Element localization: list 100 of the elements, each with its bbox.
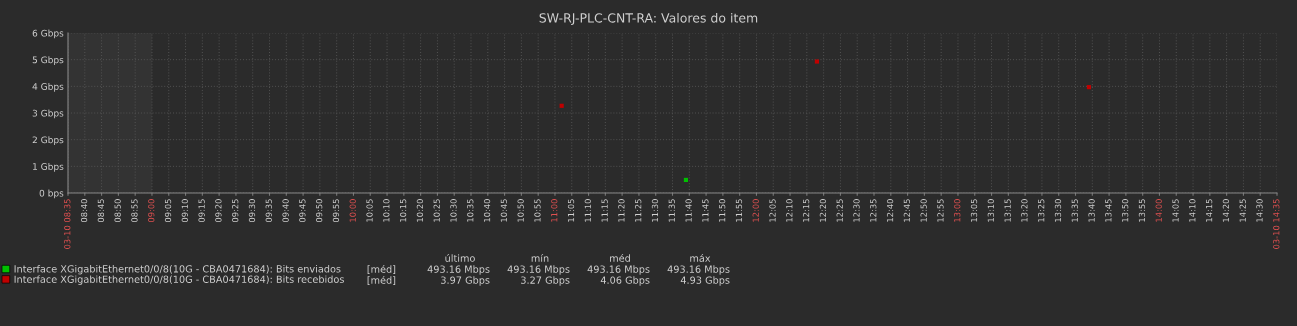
x-tick-label: 09:15 [198, 199, 205, 223]
x-tick-label: 12:45 [903, 199, 911, 222]
x-tick-label: 09:20 [215, 199, 222, 223]
x-tick-label: 08:55 [131, 199, 138, 223]
x-tick-label: 13:10 [987, 199, 994, 222]
x-tick-label: 11:15 [601, 199, 608, 222]
text: méd [610, 253, 630, 262]
text: máx [690, 253, 711, 262]
x-tick-label: 13:30 [1054, 199, 1062, 222]
y-tick-label: 3 Gbps [32, 109, 64, 119]
point [1086, 85, 1092, 90]
x-tick-label: 10:15 [399, 199, 407, 222]
x-tick-label: 10:10 [383, 199, 390, 222]
x-tick-label: 03-10 14:35 [1273, 199, 1280, 249]
y-tick-label: 1 Gbps [33, 162, 64, 172]
x-tick-label: 11:30 [651, 199, 659, 222]
x-tick-label: 12:30 [853, 199, 860, 222]
x-tick-label: 09:50 [315, 199, 323, 223]
x-tick-label: 14:30 [1256, 199, 1263, 222]
x-tick-label: 12:55 [937, 199, 944, 222]
chart-title: SW-RJ-PLC-CNT-RA: Valores do item [539, 12, 758, 25]
x-tick-label: 09:40 [282, 199, 289, 223]
text: 493.16 Mbps [427, 265, 490, 275]
x-tick-label: 13:40 [1088, 199, 1095, 222]
x-tick-label: 13:15 [1004, 199, 1011, 222]
x-tick-label: 12:10 [786, 199, 793, 222]
text: [méd] [367, 264, 396, 274]
x-tick-label: 14:15 [1206, 199, 1213, 222]
x-tick-label: 09:55 [332, 199, 340, 223]
x-tick-label: 10:55 [534, 199, 541, 222]
x-tick-label: 11:40 [685, 199, 692, 222]
x-tick-label: 14:05 [1172, 199, 1179, 222]
x-tick-label: 13:25 [1038, 199, 1045, 222]
x-tick-label: 10:20 [416, 199, 424, 222]
x-tick-label: 10:05 [366, 199, 373, 222]
x-tick-label: 12:05 [769, 199, 776, 222]
x-tick-label: 12:35 [870, 199, 877, 222]
point [559, 103, 564, 108]
text: 4.06 Gbps [600, 276, 650, 286]
x-tick-label: 12:40 [886, 199, 894, 222]
x-tick-label: 11:45 [702, 199, 709, 222]
x-tick-label: 11:05 [567, 199, 575, 222]
x-tick-label: 09:05 [164, 199, 172, 223]
x-tick-label: 11:55 [735, 199, 743, 222]
x-tick-label: 11:00 [551, 199, 558, 222]
legend-label: Interface XGigabitEthernet0/0/8(10G - CBA0471684): Bits recebidos [14, 275, 344, 285]
x-tick-label: 10:30 [450, 199, 457, 222]
x-tick-label: 10:00 [349, 199, 356, 222]
x-tick-label: 08:40 [80, 199, 88, 223]
x-tick-label: 10:35 [467, 199, 474, 222]
x-tick-label: 11:50 [718, 199, 726, 222]
point [814, 59, 819, 64]
x-tick-label: 14:00 [1155, 199, 1162, 222]
y-tick-label: 4 Gbps [32, 82, 64, 92]
x-tick-label: 12:20 [819, 199, 827, 222]
x-tick-label: 09:00 [148, 199, 155, 223]
x-tick-label: 13:00 [954, 199, 961, 222]
x-tick-label: 14:25 [1239, 199, 1246, 222]
x-tick-label: 09:30 [248, 199, 256, 223]
x-tick-label: 11:10 [584, 199, 591, 222]
x-tick-label: 12:00 [752, 199, 759, 222]
text: 3.97 Gbps [441, 276, 490, 286]
x-tick-label: 11:35 [668, 199, 675, 222]
x-tick-label: 13:45 [1105, 199, 1112, 222]
x-tick-label: 12:25 [836, 199, 843, 222]
x-tick-label: 09:10 [181, 199, 188, 223]
text: [méd] [367, 275, 396, 285]
text: 493.16 Mbps [587, 265, 650, 275]
text: mín [531, 253, 549, 262]
x-tick-label: 11:20 [618, 199, 625, 222]
y-tick-label: 5 Gbps [32, 56, 64, 65]
x-tick-label: 13:20 [1021, 199, 1028, 222]
x-tick-label: 08:50 [114, 199, 121, 223]
x-tick-label: 11:25 [635, 199, 642, 222]
legend-label: Interface XGigabitEthernet0/0/8(10G - CBA0471684): Bits enviados [14, 265, 341, 275]
x-tick-label: 10:45 [500, 199, 508, 222]
x-tick-label: 13:55 [1138, 199, 1146, 222]
x-tick-label: 12:15 [802, 199, 810, 222]
x-tick-label: 09:35 [265, 199, 272, 223]
y-tick-label: 2 Gbps [32, 136, 64, 145]
x-tick-label: 14:10 [1189, 199, 1196, 222]
x-tick-label: 10:25 [433, 199, 440, 222]
x-tick-label: 09:45 [299, 199, 306, 223]
text: 493.16 Mbps [507, 265, 570, 275]
x-tick-label: 10:40 [483, 199, 491, 222]
x-tick-label: 13:35 [1071, 199, 1078, 222]
x-tick-label: 10:50 [517, 199, 524, 222]
y-tick-label: 0 bps [39, 189, 64, 199]
text: 4.93 Gbps [680, 276, 730, 286]
text: 493.16 Mbps [667, 265, 730, 275]
x-tick-label: 13:05 [970, 199, 978, 222]
x-tick-label: 09:25 [232, 199, 239, 223]
text: último [445, 253, 475, 262]
x-tick-label: 12:50 [920, 199, 927, 222]
y-tick-label: 6 Gbps [32, 29, 64, 39]
x-tick-label: 08:45 [97, 199, 105, 223]
x-tick-label: 14:20 [1222, 199, 1230, 222]
text: 3.27 Gbps [521, 276, 570, 286]
x-tick-label: 13:50 [1121, 199, 1129, 222]
point [683, 177, 689, 183]
